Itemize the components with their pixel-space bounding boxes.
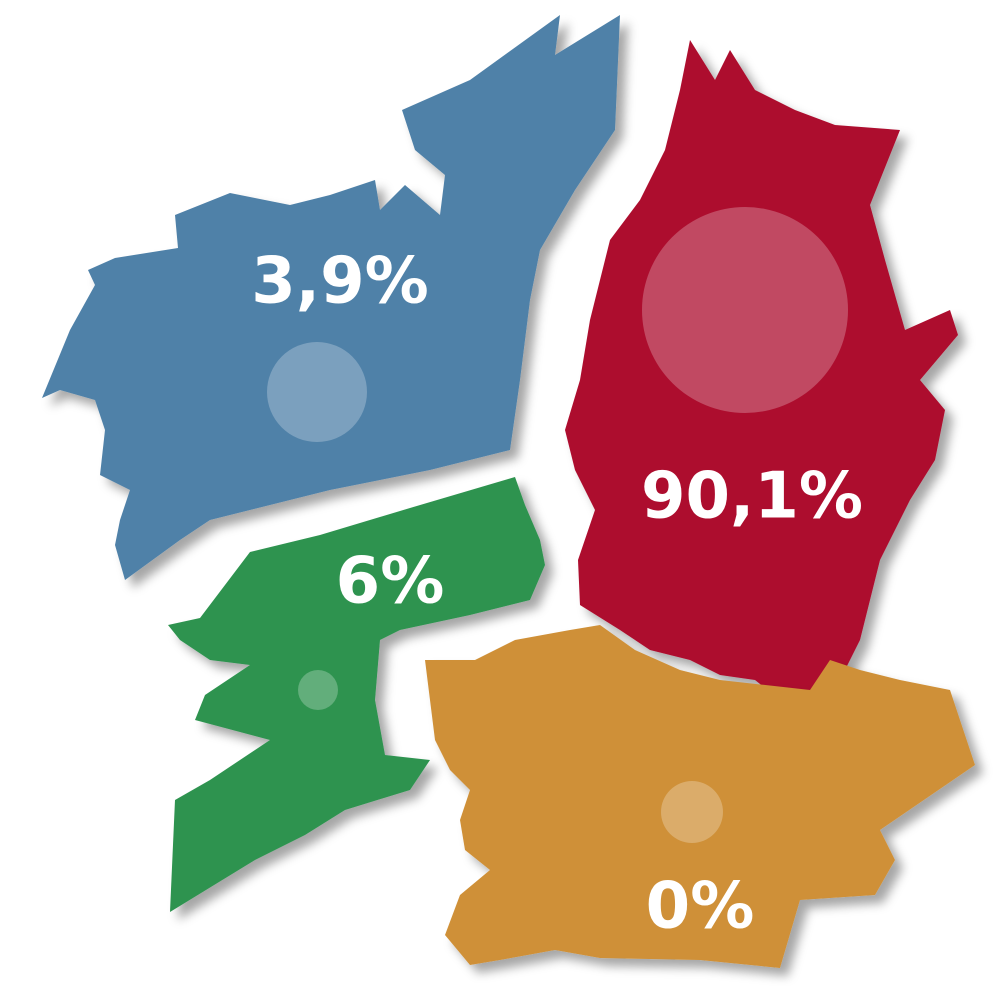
symbol (661, 781, 723, 843)
region (565, 40, 958, 710)
symbol (298, 670, 338, 710)
symbol (267, 342, 367, 442)
symbol (642, 207, 848, 413)
value-label: 6% (336, 545, 445, 619)
region (42, 15, 620, 580)
region (168, 477, 545, 912)
value-label: 90,1% (641, 460, 863, 534)
value-label: 3,9% (251, 245, 429, 319)
value-label: 0% (646, 870, 755, 944)
region (425, 625, 975, 968)
